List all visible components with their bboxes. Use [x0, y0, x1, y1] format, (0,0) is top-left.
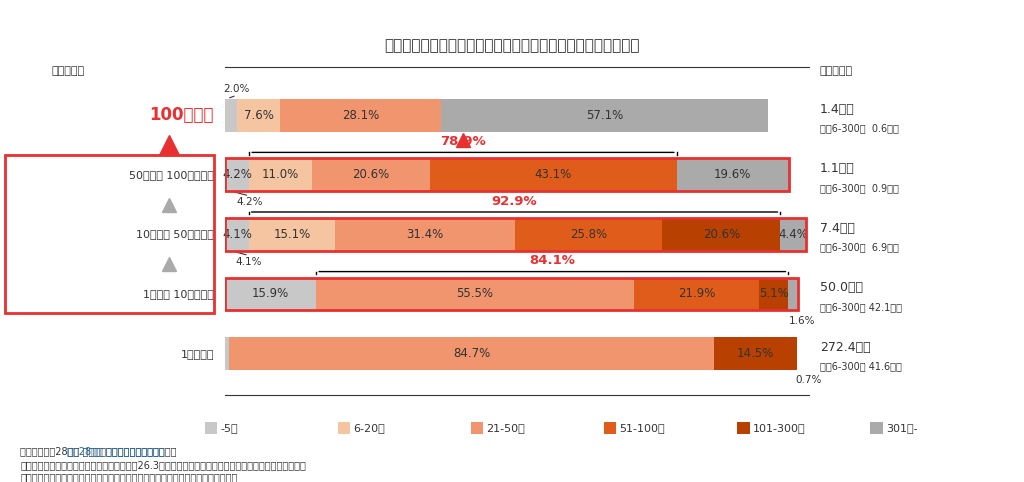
Text: （企業数）: （企業数） — [819, 67, 853, 77]
Bar — [663, 218, 780, 251]
Bar — [441, 99, 768, 132]
Bar — [225, 278, 316, 310]
Text: 15.1%: 15.1% — [273, 228, 310, 241]
Text: 20.6%: 20.6% — [352, 168, 390, 181]
Text: 4.1%: 4.1% — [236, 257, 262, 267]
Bar — [677, 159, 788, 191]
Text: 2.0%: 2.0% — [223, 84, 250, 94]
Bar — [788, 278, 798, 310]
Text: 6-20人: 6-20人 — [353, 423, 385, 433]
Text: 50.0万者: 50.0万者 — [819, 281, 862, 295]
Bar — [281, 99, 441, 132]
Text: うち6-300人 41.6万者: うち6-300人 41.6万者 — [819, 362, 901, 372]
Bar — [229, 337, 714, 370]
Bar — [714, 337, 797, 370]
Text: （注）売上高不明企業・売上高０未満の企業26.3万社は集計対象から除外。企業数は百の位を四捨五入。
　　従業者数には、個人事業主本人、家族従業者、パート・アルバ: （注）売上高不明企業・売上高０未満の企業26.3万社は集計対象から除外。企業数は… — [20, 460, 306, 482]
Text: 19.6%: 19.6% — [714, 168, 752, 181]
Text: （出所）平成28年度 経済センサス活動調査より再編加工: （出所）平成28年度 経済センサス活動調査より再編加工 — [20, 446, 177, 456]
Text: 5.1%: 5.1% — [759, 287, 788, 300]
Text: 平成28年度 経済センサス活動調査: 平成28年度 経済センサス活動調査 — [67, 446, 164, 456]
Bar — [634, 278, 759, 310]
Bar — [225, 159, 249, 191]
Text: 21-50人: 21-50人 — [486, 423, 525, 433]
Text: うち6-300人 42.1万者: うち6-300人 42.1万者 — [819, 302, 902, 312]
Bar — [335, 218, 515, 251]
Text: 21.9%: 21.9% — [678, 287, 715, 300]
Bar — [515, 218, 663, 251]
Text: 0.7%: 0.7% — [796, 375, 821, 385]
Text: 31.4%: 31.4% — [407, 228, 443, 241]
Text: 100億円超: 100億円超 — [150, 106, 214, 124]
Text: 1.1万者: 1.1万者 — [819, 162, 854, 175]
Text: 57.1%: 57.1% — [586, 108, 623, 121]
Text: 14.5%: 14.5% — [737, 347, 774, 360]
Text: 92.9%: 92.9% — [492, 195, 538, 208]
Text: 84.1%: 84.1% — [529, 254, 575, 268]
Text: うち6-300人  0.6万者: うち6-300人 0.6万者 — [819, 123, 899, 133]
Bar — [249, 159, 312, 191]
Text: 101-300人: 101-300人 — [753, 423, 805, 433]
Text: 1億円以下: 1億円以下 — [180, 348, 214, 359]
Text: 43.1%: 43.1% — [535, 168, 572, 181]
Bar — [225, 99, 237, 132]
Text: 7.6%: 7.6% — [244, 108, 273, 121]
Text: 7.4万者: 7.4万者 — [819, 222, 855, 235]
Text: 15.9%: 15.9% — [252, 287, 290, 300]
Bar — [312, 159, 430, 191]
Text: 4.2%: 4.2% — [237, 197, 262, 207]
Text: うち6-300人  6.9万者: うち6-300人 6.9万者 — [819, 242, 899, 253]
Text: 1億円超 10億円以下: 1億円超 10億円以下 — [143, 289, 214, 299]
Text: （売上高）: （売上高） — [51, 67, 84, 77]
Text: 4.1%: 4.1% — [222, 228, 252, 241]
Bar — [430, 159, 677, 191]
Text: 28.1%: 28.1% — [342, 108, 379, 121]
Text: 20.6%: 20.6% — [702, 228, 740, 241]
Text: うち6-300人  0.9万者: うち6-300人 0.9万者 — [819, 183, 899, 193]
Text: -5人: -5人 — [220, 423, 238, 433]
Text: 4.2%: 4.2% — [222, 168, 252, 181]
Bar — [316, 278, 634, 310]
Text: 1.4万者: 1.4万者 — [819, 103, 854, 116]
Text: 50億円超 100億円以下: 50億円超 100億円以下 — [129, 170, 214, 180]
Text: 25.8%: 25.8% — [570, 228, 607, 241]
Text: 301人-: 301人- — [886, 423, 918, 433]
Text: 78.9%: 78.9% — [440, 135, 486, 148]
Text: 272.4万者: 272.4万者 — [819, 341, 870, 354]
Text: 4.4%: 4.4% — [778, 228, 808, 241]
Bar — [759, 278, 788, 310]
Bar — [780, 218, 806, 251]
Bar — [237, 99, 281, 132]
Text: 11.0%: 11.0% — [262, 168, 299, 181]
Text: 55.5%: 55.5% — [457, 287, 494, 300]
Text: 中小企業の売上高規模に占める従業者数規模の分布（全業種）: 中小企業の売上高規模に占める従業者数規模の分布（全業種） — [384, 39, 640, 54]
Bar — [225, 337, 229, 370]
Bar — [225, 218, 249, 251]
Bar — [249, 218, 335, 251]
Text: 51-100人: 51-100人 — [620, 423, 666, 433]
Text: 10億円超 50億円以下: 10億円超 50億円以下 — [136, 229, 214, 240]
Text: 84.7%: 84.7% — [453, 347, 490, 360]
Text: 1.6%: 1.6% — [788, 316, 815, 326]
